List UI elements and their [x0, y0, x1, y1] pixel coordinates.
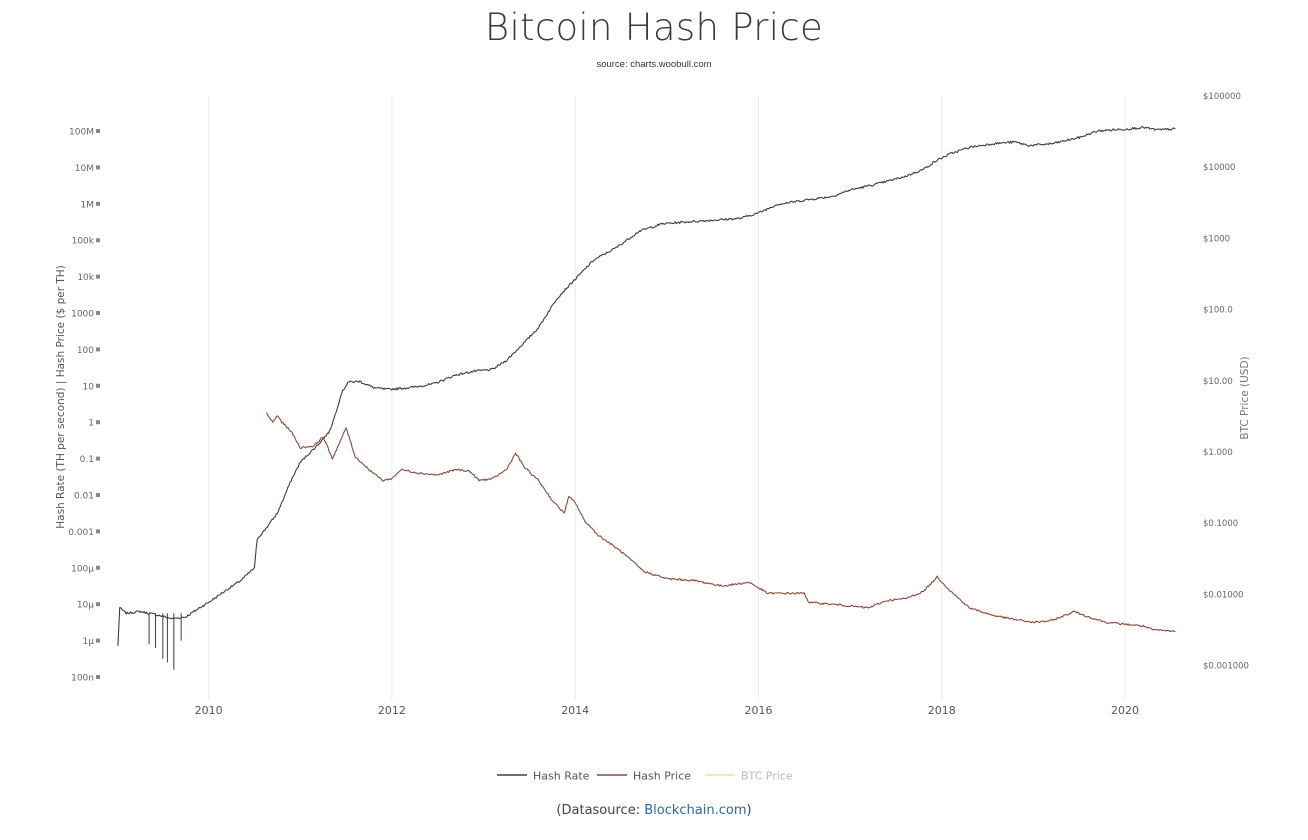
left-tick-mark: [96, 675, 100, 679]
x-tick-label-2014: 2014: [561, 704, 589, 717]
left-tick-label: 1μ: [83, 637, 95, 647]
right-axis-ticks: $100000 $10000 $1000 $100.0 $10.00 $1.000 $0.1…: [1203, 92, 1249, 672]
right-tick-label: $1.000: [1203, 448, 1233, 458]
left-tick-label: 1000: [71, 310, 94, 320]
left-tick-mark: [96, 493, 100, 497]
right-tick-label: $100000: [1203, 92, 1241, 102]
series-line-hash-price: [265, 412, 1176, 633]
right-tick-label: $0.1000: [1203, 519, 1238, 529]
left-tick-label: 10k: [77, 273, 94, 283]
right-tick-label: $0.01000: [1203, 590, 1244, 600]
left-tick-mark: [96, 274, 100, 279]
series-layer: [117, 125, 1176, 670]
left-tick-mark: [96, 347, 100, 352]
left-tick-mark: [96, 383, 100, 388]
x-tick-label-2018: 2018: [928, 704, 956, 717]
right-tick-label: $10000: [1203, 163, 1235, 173]
series-line-hash-rate: [117, 125, 1176, 646]
chart-subtitle: source: charts.woobull.com: [596, 59, 712, 70]
left-tick-label: 0.001: [68, 528, 94, 538]
left-tick-mark: [96, 165, 100, 170]
right-tick-label: $0.001000: [1203, 662, 1249, 672]
datasource-suffix: ): [746, 803, 752, 818]
left-tick-label: 1: [88, 419, 94, 429]
left-tick-mark: [96, 529, 100, 534]
x-tick-label-2010: 2010: [195, 704, 223, 717]
left-tick-label: 0.1: [80, 455, 94, 465]
datasource-footer: (Datasource: Blockchain.com): [0, 803, 1308, 818]
x-tick-label-2016: 2016: [744, 704, 772, 717]
right-tick-label: $100.0: [1203, 306, 1233, 316]
left-tick-label: 10: [83, 382, 95, 392]
left-tick-mark: [96, 201, 100, 206]
datasource-prefix: (Datasource:: [556, 803, 645, 818]
legend-label-hash-rate: Hash Rate: [533, 770, 590, 783]
legend: Hash Rate Hash Price BTC Price: [497, 770, 793, 783]
right-axis-label: BTC Price (USD): [1239, 356, 1251, 439]
left-tick-label: 10μ: [77, 601, 94, 611]
left-tick-mark: [96, 565, 100, 570]
left-axis-ticks: 100M 10M 1M 100k 10k 1000 100 10 1 0.1 0.01 0.001 10…: [68, 128, 100, 684]
left-tick-label: 100μ: [71, 564, 94, 574]
left-tick-mark: [96, 602, 100, 607]
x-tick-label-2020: 2020: [1111, 704, 1139, 717]
left-tick-label: 100n: [71, 674, 94, 684]
grid-lines: [208, 96, 1126, 700]
x-tick-label-2012: 2012: [378, 704, 406, 717]
left-tick-mark: [96, 638, 100, 643]
left-tick-mark: [96, 238, 100, 243]
left-tick-mark: [96, 129, 100, 133]
left-tick-mark: [96, 311, 100, 315]
x-axis-ticks: 2010 2012 2014 2016 2018 2020: [195, 704, 1139, 717]
left-axis-label: Hash Rate (TH per second) | Hash Price (…: [55, 265, 67, 529]
datasource-link[interactable]: Blockchain.com: [644, 803, 747, 818]
left-tick-mark: [96, 456, 100, 461]
left-tick-label: 100M: [69, 128, 94, 138]
left-tick-label: 100k: [72, 237, 95, 247]
right-tick-label: $1000: [1203, 234, 1230, 244]
chart-title: Bitcoin Hash Price: [484, 6, 824, 49]
left-tick-label: 100: [77, 346, 94, 356]
legend-label-btc-price: BTC Price: [741, 770, 793, 783]
legend-label-hash-price: Hash Price: [633, 770, 691, 783]
right-tick-label: $10.00: [1203, 377, 1233, 387]
left-tick-mark: [96, 420, 100, 425]
left-tick-label: 0.01: [74, 492, 94, 502]
left-tick-label: 1M: [81, 200, 95, 210]
left-tick-label: 10M: [75, 164, 94, 174]
